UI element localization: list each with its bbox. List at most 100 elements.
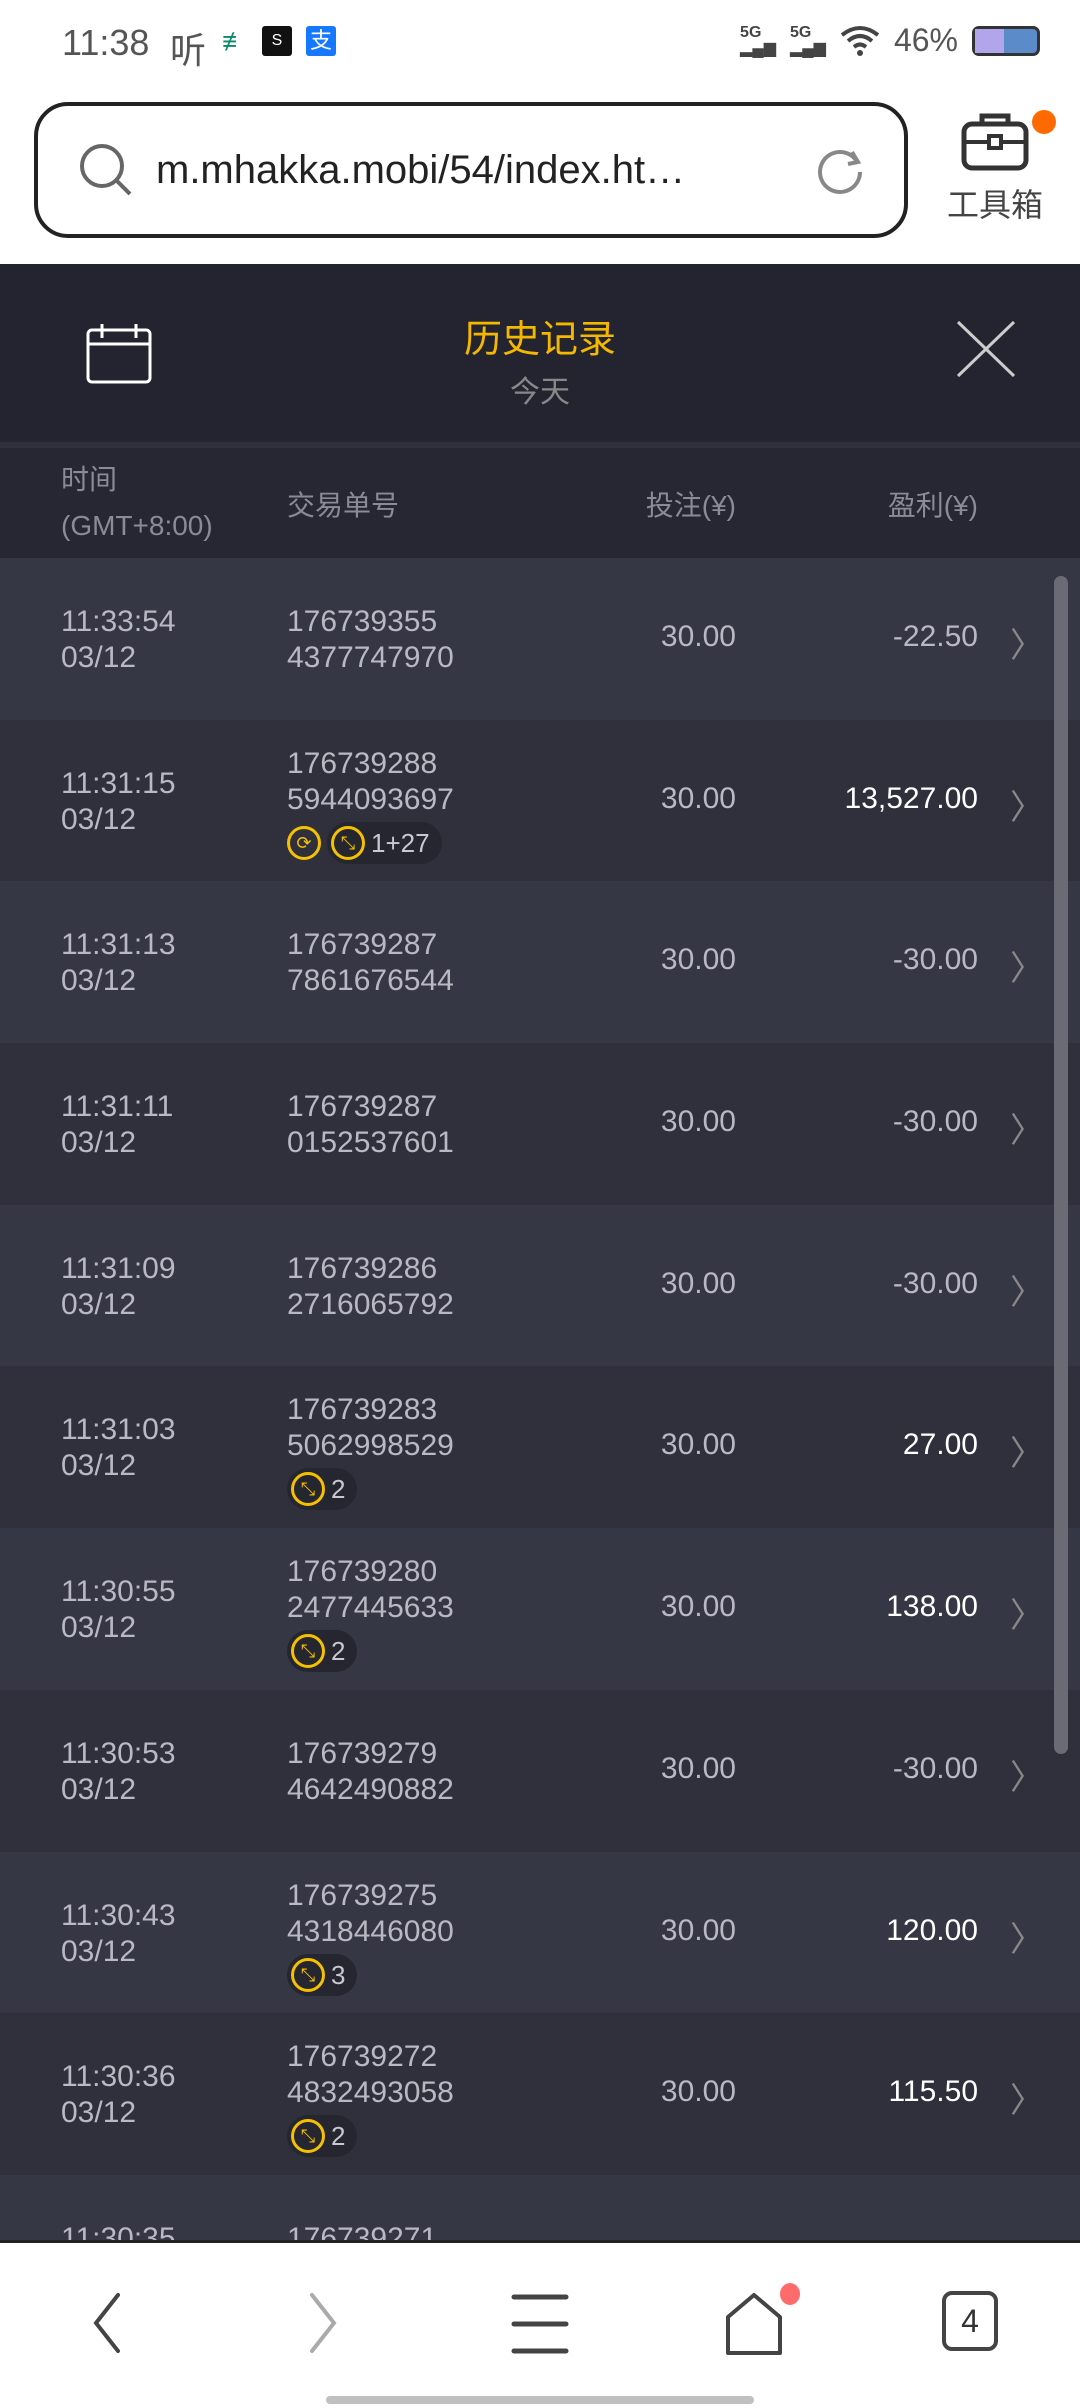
row-date: 03/12	[61, 1449, 137, 1483]
row-order-id-1: 176739283	[287, 1393, 438, 1427]
back-icon[interactable]	[88, 2291, 128, 2355]
row-time: 11:31:03	[61, 1413, 176, 1447]
row-profit: -30.00	[892, 1105, 978, 1139]
row-time: 11:30:43	[61, 1898, 176, 1932]
page-header: 历史记录 今天	[0, 264, 1080, 442]
toolbox-label: 工具箱	[946, 187, 1043, 223]
table-row[interactable]: 11:31:03 03/12 176739283 5062998529 ⤡ 2 30.00 2…	[0, 1366, 1080, 1529]
row-date: 03/12	[61, 641, 137, 674]
chevron-right-icon[interactable]: 〉	[1010, 950, 1044, 989]
chevron-right-icon[interactable]: 〉	[1010, 788, 1044, 827]
col-timezone: (GMT+8:00)	[61, 510, 213, 541]
row-time: 11:31:15	[61, 766, 176, 800]
row-order-id-1: 176739279	[287, 1736, 438, 1770]
row-order-id-2: 5062998529	[287, 1429, 454, 1463]
chevron-right-icon[interactable]: 〉	[1010, 1758, 1044, 1797]
row-bet: 30.00	[660, 781, 736, 815]
tabs-button[interactable]: 4	[942, 2291, 998, 2351]
row-date: 03/12	[61, 1611, 137, 1645]
calendar-icon[interactable]	[86, 322, 152, 384]
chevron-right-icon[interactable]: 〉	[1010, 1273, 1044, 1312]
row-bet: 30.00	[660, 1913, 736, 1947]
reload-icon[interactable]	[812, 142, 868, 198]
table-header: 时间 (GMT+8:00) 交易单号 投注(¥) 盈利(¥)	[0, 448, 1080, 558]
url-text[interactable]: m.mhakka.mobi/54/index.ht…	[156, 147, 686, 192]
row-date: 03/12	[61, 964, 137, 998]
listen-app-icon: 听	[170, 30, 207, 71]
forward-icon[interactable]	[302, 2291, 342, 2355]
browser-bottom-nav: 4	[0, 2240, 1080, 2408]
chevron-right-icon[interactable]: 〉	[1010, 2082, 1044, 2121]
multi-bet-badge: ⤡ 2	[287, 2115, 358, 2158]
date-filter-label[interactable]: 今天	[510, 376, 570, 409]
page-title: 历史记录	[463, 319, 616, 361]
row-order-id-1: 176739288	[287, 746, 438, 780]
row-date: 03/12	[61, 1934, 137, 1968]
row-time: 11:30:36	[61, 2060, 176, 2094]
table-row[interactable]: 11:30:55 03/12 176739280 2477445633 ⤡ 2 30.00 1…	[0, 1528, 1080, 1690]
toolbox-icon	[961, 113, 1029, 171]
row-date: 03/12	[61, 802, 137, 836]
row-profit: -30.00	[892, 1266, 978, 1300]
row-order-id-1: 176739272	[287, 2040, 438, 2074]
menu-icon[interactable]	[510, 2291, 570, 2355]
clock: 11:38	[62, 22, 150, 63]
col-order-id: 交易单号	[287, 490, 400, 521]
chevron-right-icon[interactable]: 〉	[1010, 1112, 1044, 1151]
row-profit: 13,527.00	[844, 781, 978, 815]
row-time: 11:31:11	[61, 1090, 174, 1124]
row-profit: -30.00	[892, 1751, 978, 1785]
row-order-id-2: 0152537601	[287, 1126, 454, 1160]
row-time: 11:30:35	[61, 2221, 176, 2240]
chevron-right-icon[interactable]: 〉	[1010, 1597, 1044, 1636]
row-time: 11:30:55	[61, 1575, 176, 1609]
row-order-id-2: 7861676544	[287, 964, 454, 998]
toolbox-button[interactable]: 工具箱	[940, 110, 1056, 226]
battery-percent: 46%	[893, 22, 958, 58]
wifi-icon	[840, 25, 880, 56]
scrollbar[interactable]	[1054, 576, 1068, 1754]
row-date: 03/12	[61, 1287, 137, 1321]
table-row[interactable]: 11:30:53 03/12 176739279 4642490882 30.00 -30…	[0, 1689, 1080, 1852]
row-bet: 30.00	[660, 2075, 736, 2109]
table-row[interactable]: 11:31:11 03/12 176739287 0152537601 30.00 -30…	[0, 1043, 1080, 1205]
notification-dot	[1032, 110, 1056, 134]
address-bar[interactable]: m.mhakka.mobi/54/index.ht…	[34, 102, 908, 238]
status-bar: 11:38 听 ≢ S 支 5G ▂▄▆ 5G ▂▄▆ 46%	[0, 0, 1080, 88]
table-row[interactable]: 11:33:54 03/12 176739355 4377747970 30.00 -22…	[0, 558, 1080, 720]
chevron-right-icon[interactable]: 〉	[1010, 1920, 1044, 1959]
table-row[interactable]: 11:30:43 03/12 176739275 4318446080 ⤡ 3 30.00 1…	[0, 1851, 1080, 2014]
parlay-icon: ⤡	[291, 1957, 325, 1992]
parlay-icon: ⤡	[291, 2119, 325, 2154]
row-profit: 115.50	[888, 2075, 978, 2109]
row-bet: 30.00	[660, 1590, 736, 1624]
table-row[interactable]: 11:31:13 03/12 176739287 7861676544 30.00 -30…	[0, 881, 1080, 1044]
row-time: 11:31:13	[61, 928, 176, 962]
multi-bet-badge: ⤡ 2	[287, 1468, 358, 1511]
table-row[interactable]: 11:30:35 176739271	[0, 2174, 1080, 2240]
table-row[interactable]: 11:31:15 03/12 176739288 5944093697 ⟳ ⤡ 1+27 30…	[0, 719, 1080, 882]
row-bet: 30.00	[660, 1105, 736, 1139]
chevron-right-icon[interactable]: 〉	[1010, 627, 1044, 665]
multi-bet-badge: ⤡ 2	[287, 1630, 358, 1673]
col-bet: 投注(¥)	[645, 490, 736, 521]
gesture-bar[interactable]	[326, 2396, 754, 2404]
history-list: 11:33:54 03/12 176739355 4377747970 30.00 -22…	[0, 558, 1080, 2240]
post-app-icon: ≢	[222, 26, 248, 56]
row-date: 03/12	[61, 2096, 137, 2130]
soul-app-icon: S	[262, 26, 292, 56]
row-order-id-2: 5944093697	[287, 782, 454, 816]
row-profit: -22.50	[892, 620, 978, 653]
row-profit: 120.00	[886, 1913, 978, 1947]
multi-bet-badge: ⤡ 1+27	[327, 821, 442, 864]
home-icon[interactable]	[720, 2291, 790, 2357]
table-row[interactable]: 11:30:36 03/12 176739272 4832493058 ⤡ 2 30.00 1…	[0, 2013, 1080, 2175]
home-notification-dot	[780, 2283, 800, 2305]
chevron-right-icon[interactable]: 〉	[1010, 1435, 1044, 1474]
row-order-id-1: 176739275	[287, 1878, 438, 1912]
multi-bet-badge: ⤡ 3	[287, 1953, 358, 1996]
close-icon[interactable]	[956, 320, 1016, 378]
table-row[interactable]: 11:31:09 03/12 176739286 2716065792 30.00 -30…	[0, 1204, 1080, 1367]
row-order-id-2: 4377747970	[287, 641, 454, 674]
row-order-id-1: 176739287	[287, 1090, 438, 1124]
